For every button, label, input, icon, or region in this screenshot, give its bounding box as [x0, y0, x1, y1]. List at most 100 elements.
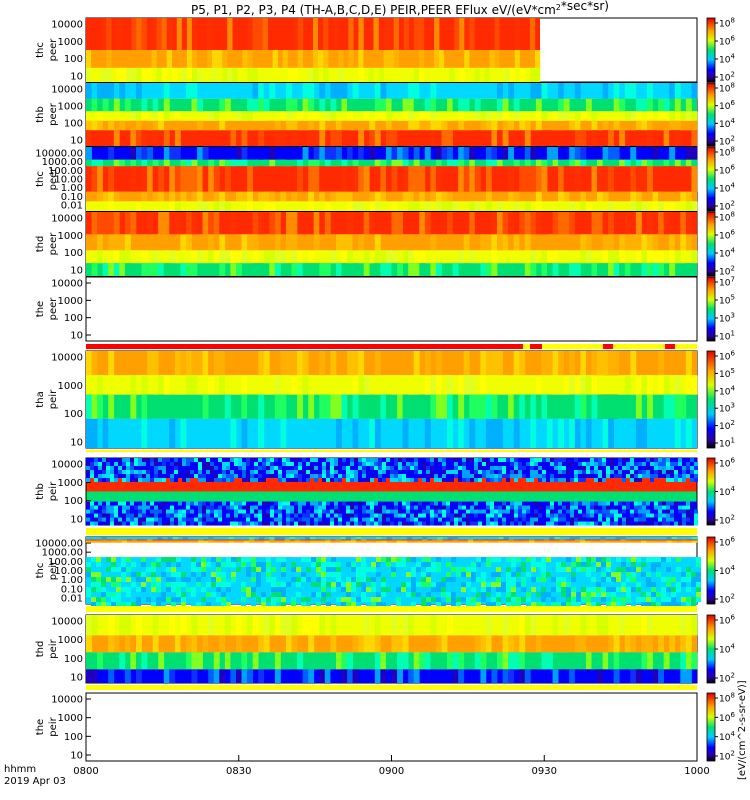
instrument-label: peer	[48, 167, 59, 191]
probe-label: thb	[35, 106, 46, 123]
colorbar-tick-label: 102	[719, 265, 735, 278]
flag-bar-3	[86, 528, 697, 535]
x-axis: 0800 0830 0900 0930 1000	[73, 755, 710, 777]
colorbar-tick-label: 105	[719, 367, 735, 380]
y-tick-label: 1000.00	[42, 157, 83, 168]
colorbar	[706, 146, 716, 212]
colorbar-tick-label: 103	[719, 312, 735, 325]
colorbar-tick-label: 102	[719, 419, 735, 432]
y-tick-label: 1000	[58, 381, 83, 392]
colorbar-tick-label: 104	[719, 247, 735, 260]
y-tick-label: 0.01	[61, 201, 83, 212]
colorbar-tick-label: 107	[719, 276, 735, 289]
chart-title: P5, P1, P2, P3, P4 (TH-A,B,C,D,E) PEIR,P…	[191, 0, 609, 17]
colorbar-tick-label: 101	[719, 437, 735, 450]
probe-label: thc	[35, 563, 46, 579]
panel-frame	[85, 276, 698, 342]
colorbar	[706, 17, 716, 83]
colorbar	[706, 457, 716, 526]
flag-bar-4	[86, 606, 697, 612]
colorbar	[706, 614, 716, 684]
colorbar-tick-label: 102	[719, 593, 735, 606]
probe-label: thd	[35, 641, 46, 658]
colorbar-tick-label: 108	[719, 82, 735, 95]
instrument-label: peer	[48, 102, 59, 126]
colorbar-tick-label: 102	[719, 200, 735, 213]
flag-bar-5	[86, 685, 697, 690]
x-tick-label: 1000	[684, 766, 709, 777]
y-tick-label: 10000	[51, 695, 83, 706]
colorbar-tick-label: 106	[719, 614, 735, 627]
probe-label: thc	[35, 171, 46, 187]
y-tick-label: 1.00	[61, 183, 83, 194]
instrument-label: peer	[48, 297, 59, 321]
y-tick-label: 10000.00	[35, 149, 83, 160]
y-tick-label: 100	[64, 54, 83, 65]
instrument-label: peir	[48, 389, 59, 409]
y-tick-label: 100	[64, 732, 83, 743]
y-tick-label: 10	[70, 266, 83, 277]
colorbar	[706, 211, 716, 277]
x-label-hhmm: hhmm	[4, 764, 36, 775]
x-tick-label: 0830	[226, 766, 251, 777]
y-tick-label: 100	[64, 496, 83, 507]
y-tick-label: 100	[64, 119, 83, 130]
probe-label: the	[35, 719, 46, 735]
colorbar-tick-label: 102	[719, 514, 735, 527]
y-tick-label: 10.00	[54, 566, 83, 577]
x-tick-label: 0900	[379, 766, 404, 777]
y-tick-label: 1000	[58, 231, 83, 242]
y-tick-label: 10	[70, 136, 83, 147]
colorbar-tick-label: 102	[719, 750, 735, 763]
colorbar-tick-label: 104	[719, 643, 735, 656]
panel-5: 10000 1000 100 10 the peer 107 105 103 101	[35, 276, 735, 343]
probe-label: thd	[35, 236, 46, 253]
y-tick-label: 1000	[58, 37, 83, 48]
y-tick-label: 0.10	[61, 192, 83, 203]
y-tick-label: 10000	[51, 214, 83, 225]
probe-label: thc	[35, 42, 46, 58]
colorbar	[706, 350, 716, 449]
colorbar-tick-label: 106	[719, 35, 735, 48]
probe-label: thb	[35, 483, 46, 500]
flag-bar-segment	[665, 344, 675, 349]
flag-bar-segment	[603, 344, 613, 349]
colorbar	[706, 82, 716, 147]
instrument-label: peir	[48, 716, 59, 736]
instrument-label: peer	[48, 38, 59, 62]
y-tick-label: 100	[64, 654, 83, 665]
y-tick-label: 10000	[51, 617, 83, 628]
y-tick-label: 10000.00	[35, 539, 83, 550]
y-tick-label: 100.00	[48, 166, 83, 177]
y-tick-label: 1000	[58, 635, 83, 646]
colorbar-tick-label: 106	[719, 350, 735, 363]
y-tick-label: 1000	[58, 296, 83, 307]
colorbar-tick-label: 104	[719, 485, 735, 498]
y-tick-label: 1000	[58, 102, 83, 113]
colorbar	[706, 536, 716, 605]
colorbar-tick-label: 104	[719, 53, 735, 66]
colorbar-tick-label: 106	[719, 457, 735, 470]
probe-label: tha	[35, 391, 46, 407]
y-tick-label: 0.10	[61, 584, 83, 595]
colorbar-tick-label: 108	[719, 17, 735, 30]
colorbar-tick-label: 106	[719, 99, 735, 112]
date-label: 2019 Apr 03	[4, 776, 66, 787]
x-tick-label: 0930	[532, 766, 557, 777]
colorbar-tick-label: 104	[719, 384, 735, 397]
colorbar-tick-label: 106	[719, 711, 735, 724]
y-tick-label: 10	[70, 751, 83, 762]
y-tick-label: 10000	[51, 353, 83, 364]
colorbar	[706, 692, 716, 762]
y-tick-label: 100	[64, 313, 83, 324]
y-tick-label: 1000.00	[42, 548, 83, 559]
x-tick-label: 0800	[73, 766, 98, 777]
colorbar-tick-label: 105	[719, 294, 735, 307]
y-tick-label: 10	[70, 331, 83, 342]
colorbar-tick-label: 104	[719, 730, 735, 743]
y-tick-label: 10000	[51, 85, 83, 96]
instrument-label: peir	[48, 560, 59, 580]
colorbar-tick-label: 106	[719, 164, 735, 177]
